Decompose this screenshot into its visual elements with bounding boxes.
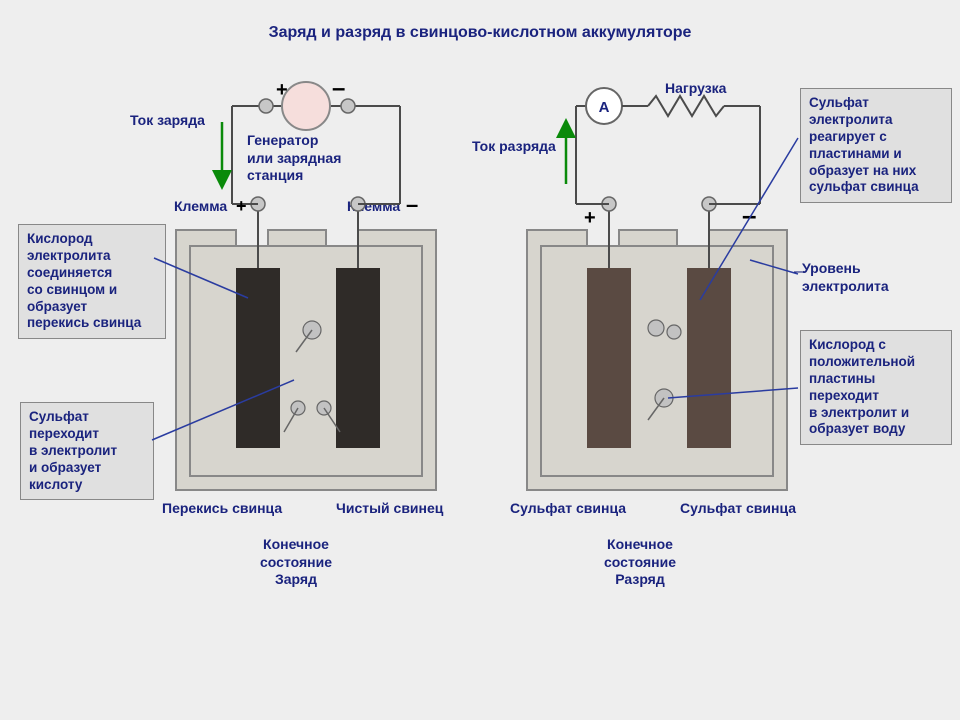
svg-text:+: + bbox=[276, 79, 288, 101]
svg-text:–: – bbox=[406, 192, 418, 217]
discharge-cell: A + – – bbox=[527, 88, 803, 490]
generator-icon bbox=[282, 82, 330, 130]
svg-text:–: – bbox=[794, 263, 803, 280]
ammeter-label: A bbox=[599, 99, 610, 116]
svg-text:–: – bbox=[332, 75, 345, 102]
svg-text:–: – bbox=[742, 200, 756, 230]
diagram-canvas: + – + – A bbox=[0, 0, 960, 720]
charge-cell: + – + – bbox=[152, 75, 436, 490]
svg-text:+: + bbox=[236, 196, 247, 216]
svg-text:+: + bbox=[584, 207, 596, 229]
